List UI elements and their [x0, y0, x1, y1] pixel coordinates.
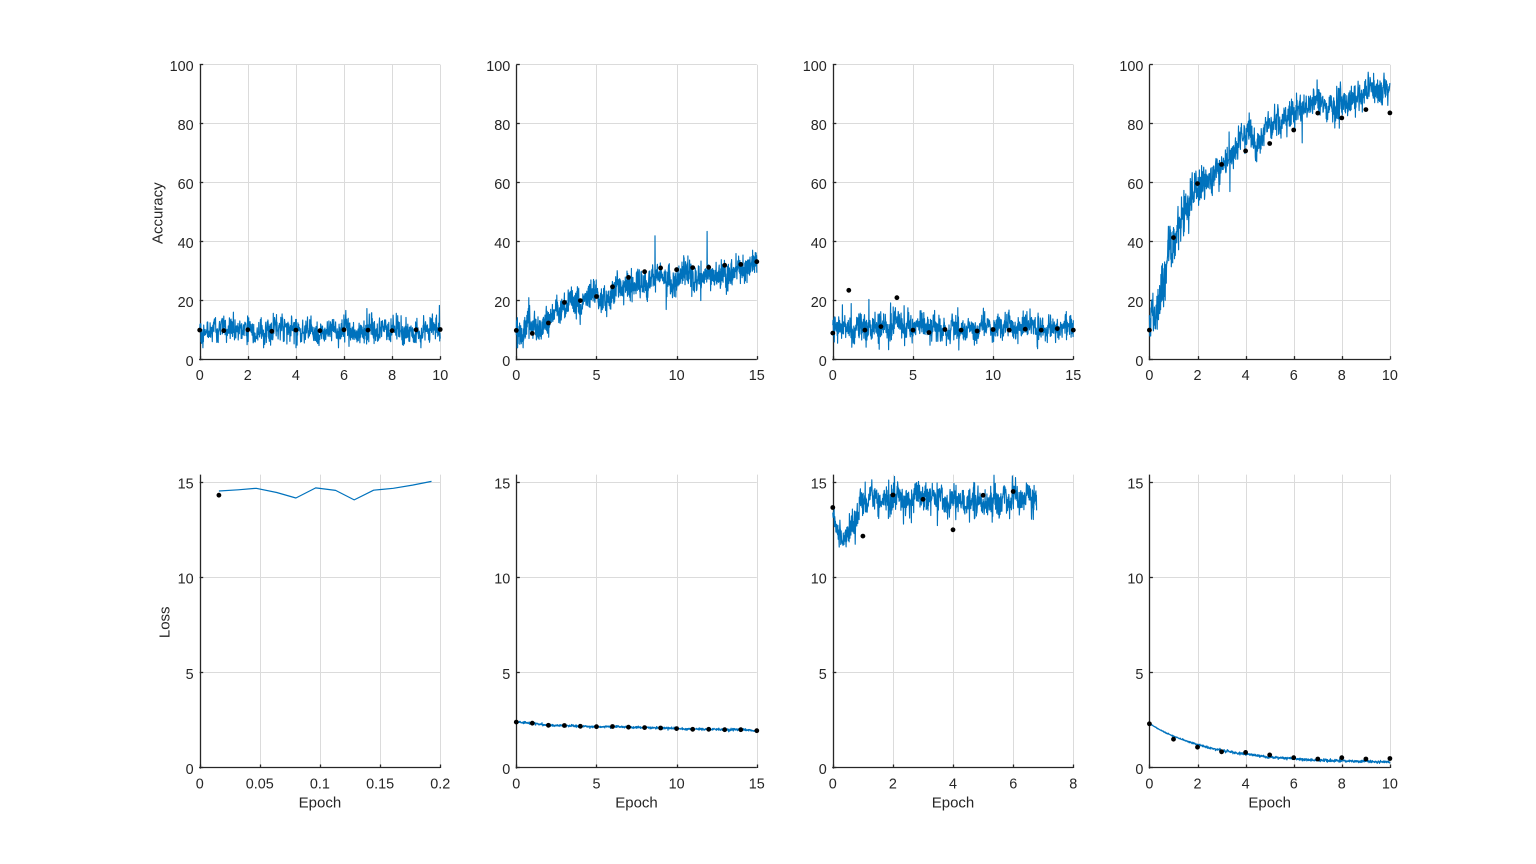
svg-text:0: 0 [829, 368, 837, 384]
svg-text:6: 6 [340, 368, 348, 384]
svg-text:Epoch: Epoch [299, 795, 342, 812]
svg-text:2: 2 [1193, 776, 1201, 792]
svg-text:10: 10 [178, 572, 194, 588]
svg-text:15: 15 [178, 476, 194, 492]
svg-text:10: 10 [669, 368, 685, 384]
svg-text:80: 80 [494, 118, 510, 134]
svg-text:0: 0 [1135, 762, 1143, 778]
svg-text:5: 5 [592, 368, 600, 384]
svg-text:5: 5 [909, 368, 917, 384]
svg-text:2: 2 [889, 776, 897, 792]
svg-text:2: 2 [1193, 368, 1201, 384]
svg-text:10: 10 [985, 368, 1001, 384]
svg-text:0: 0 [819, 354, 827, 370]
svg-text:5: 5 [502, 667, 510, 683]
svg-text:0.05: 0.05 [246, 776, 274, 792]
svg-text:4: 4 [949, 776, 957, 792]
svg-text:15: 15 [1065, 368, 1081, 384]
svg-text:40: 40 [1127, 236, 1143, 252]
svg-text:15: 15 [749, 776, 765, 792]
svg-text:10: 10 [1127, 572, 1143, 588]
svg-text:0: 0 [196, 368, 204, 384]
svg-text:80: 80 [1127, 118, 1143, 134]
svg-text:5: 5 [1135, 667, 1143, 683]
svg-text:4: 4 [292, 368, 300, 384]
svg-text:0: 0 [1135, 354, 1143, 370]
svg-text:100: 100 [170, 59, 194, 75]
svg-text:40: 40 [811, 236, 827, 252]
svg-text:15: 15 [494, 476, 510, 492]
svg-text:0: 0 [512, 368, 520, 384]
svg-text:5: 5 [186, 667, 194, 683]
svg-text:0: 0 [819, 762, 827, 778]
svg-text:0: 0 [186, 762, 194, 778]
svg-text:60: 60 [811, 177, 827, 193]
svg-text:0.2: 0.2 [430, 776, 450, 792]
svg-text:15: 15 [811, 476, 827, 492]
svg-text:10: 10 [494, 572, 510, 588]
svg-text:60: 60 [494, 177, 510, 193]
svg-text:10: 10 [1382, 368, 1398, 384]
svg-text:5: 5 [592, 776, 600, 792]
svg-text:0: 0 [186, 354, 194, 370]
svg-text:8: 8 [1069, 776, 1077, 792]
svg-text:Loss: Loss [157, 606, 174, 638]
svg-text:100: 100 [486, 59, 510, 75]
svg-text:8: 8 [1338, 368, 1346, 384]
svg-text:0: 0 [1145, 368, 1153, 384]
svg-text:15: 15 [1127, 476, 1143, 492]
svg-text:20: 20 [1127, 295, 1143, 311]
svg-text:0.15: 0.15 [366, 776, 394, 792]
svg-text:Epoch: Epoch [615, 795, 658, 812]
svg-text:6: 6 [1290, 368, 1298, 384]
svg-text:40: 40 [494, 236, 510, 252]
svg-text:0: 0 [829, 776, 837, 792]
svg-text:10: 10 [1382, 776, 1398, 792]
svg-text:6: 6 [1009, 776, 1017, 792]
svg-text:10: 10 [669, 776, 685, 792]
svg-text:8: 8 [388, 368, 396, 384]
svg-text:10: 10 [811, 572, 827, 588]
svg-text:Accuracy: Accuracy [150, 182, 167, 244]
svg-text:20: 20 [178, 295, 194, 311]
svg-text:20: 20 [811, 295, 827, 311]
svg-text:0: 0 [502, 762, 510, 778]
svg-text:0: 0 [512, 776, 520, 792]
svg-text:6: 6 [1290, 776, 1298, 792]
svg-text:15: 15 [749, 368, 765, 384]
svg-text:80: 80 [811, 118, 827, 134]
svg-text:Epoch: Epoch [1248, 795, 1291, 812]
svg-text:5: 5 [819, 667, 827, 683]
svg-text:100: 100 [1119, 59, 1143, 75]
svg-text:10: 10 [432, 368, 448, 384]
svg-text:2: 2 [244, 368, 252, 384]
svg-text:4: 4 [1242, 368, 1250, 384]
svg-text:8: 8 [1338, 776, 1346, 792]
svg-text:0.1: 0.1 [310, 776, 330, 792]
svg-text:60: 60 [1127, 177, 1143, 193]
svg-text:0: 0 [1145, 776, 1153, 792]
svg-text:80: 80 [178, 118, 194, 134]
svg-text:Epoch: Epoch [932, 795, 975, 812]
svg-text:40: 40 [178, 236, 194, 252]
svg-text:100: 100 [803, 59, 827, 75]
svg-text:4: 4 [1242, 776, 1250, 792]
svg-text:0: 0 [502, 354, 510, 370]
svg-text:60: 60 [178, 177, 194, 193]
svg-text:20: 20 [494, 295, 510, 311]
svg-text:0: 0 [196, 776, 204, 792]
